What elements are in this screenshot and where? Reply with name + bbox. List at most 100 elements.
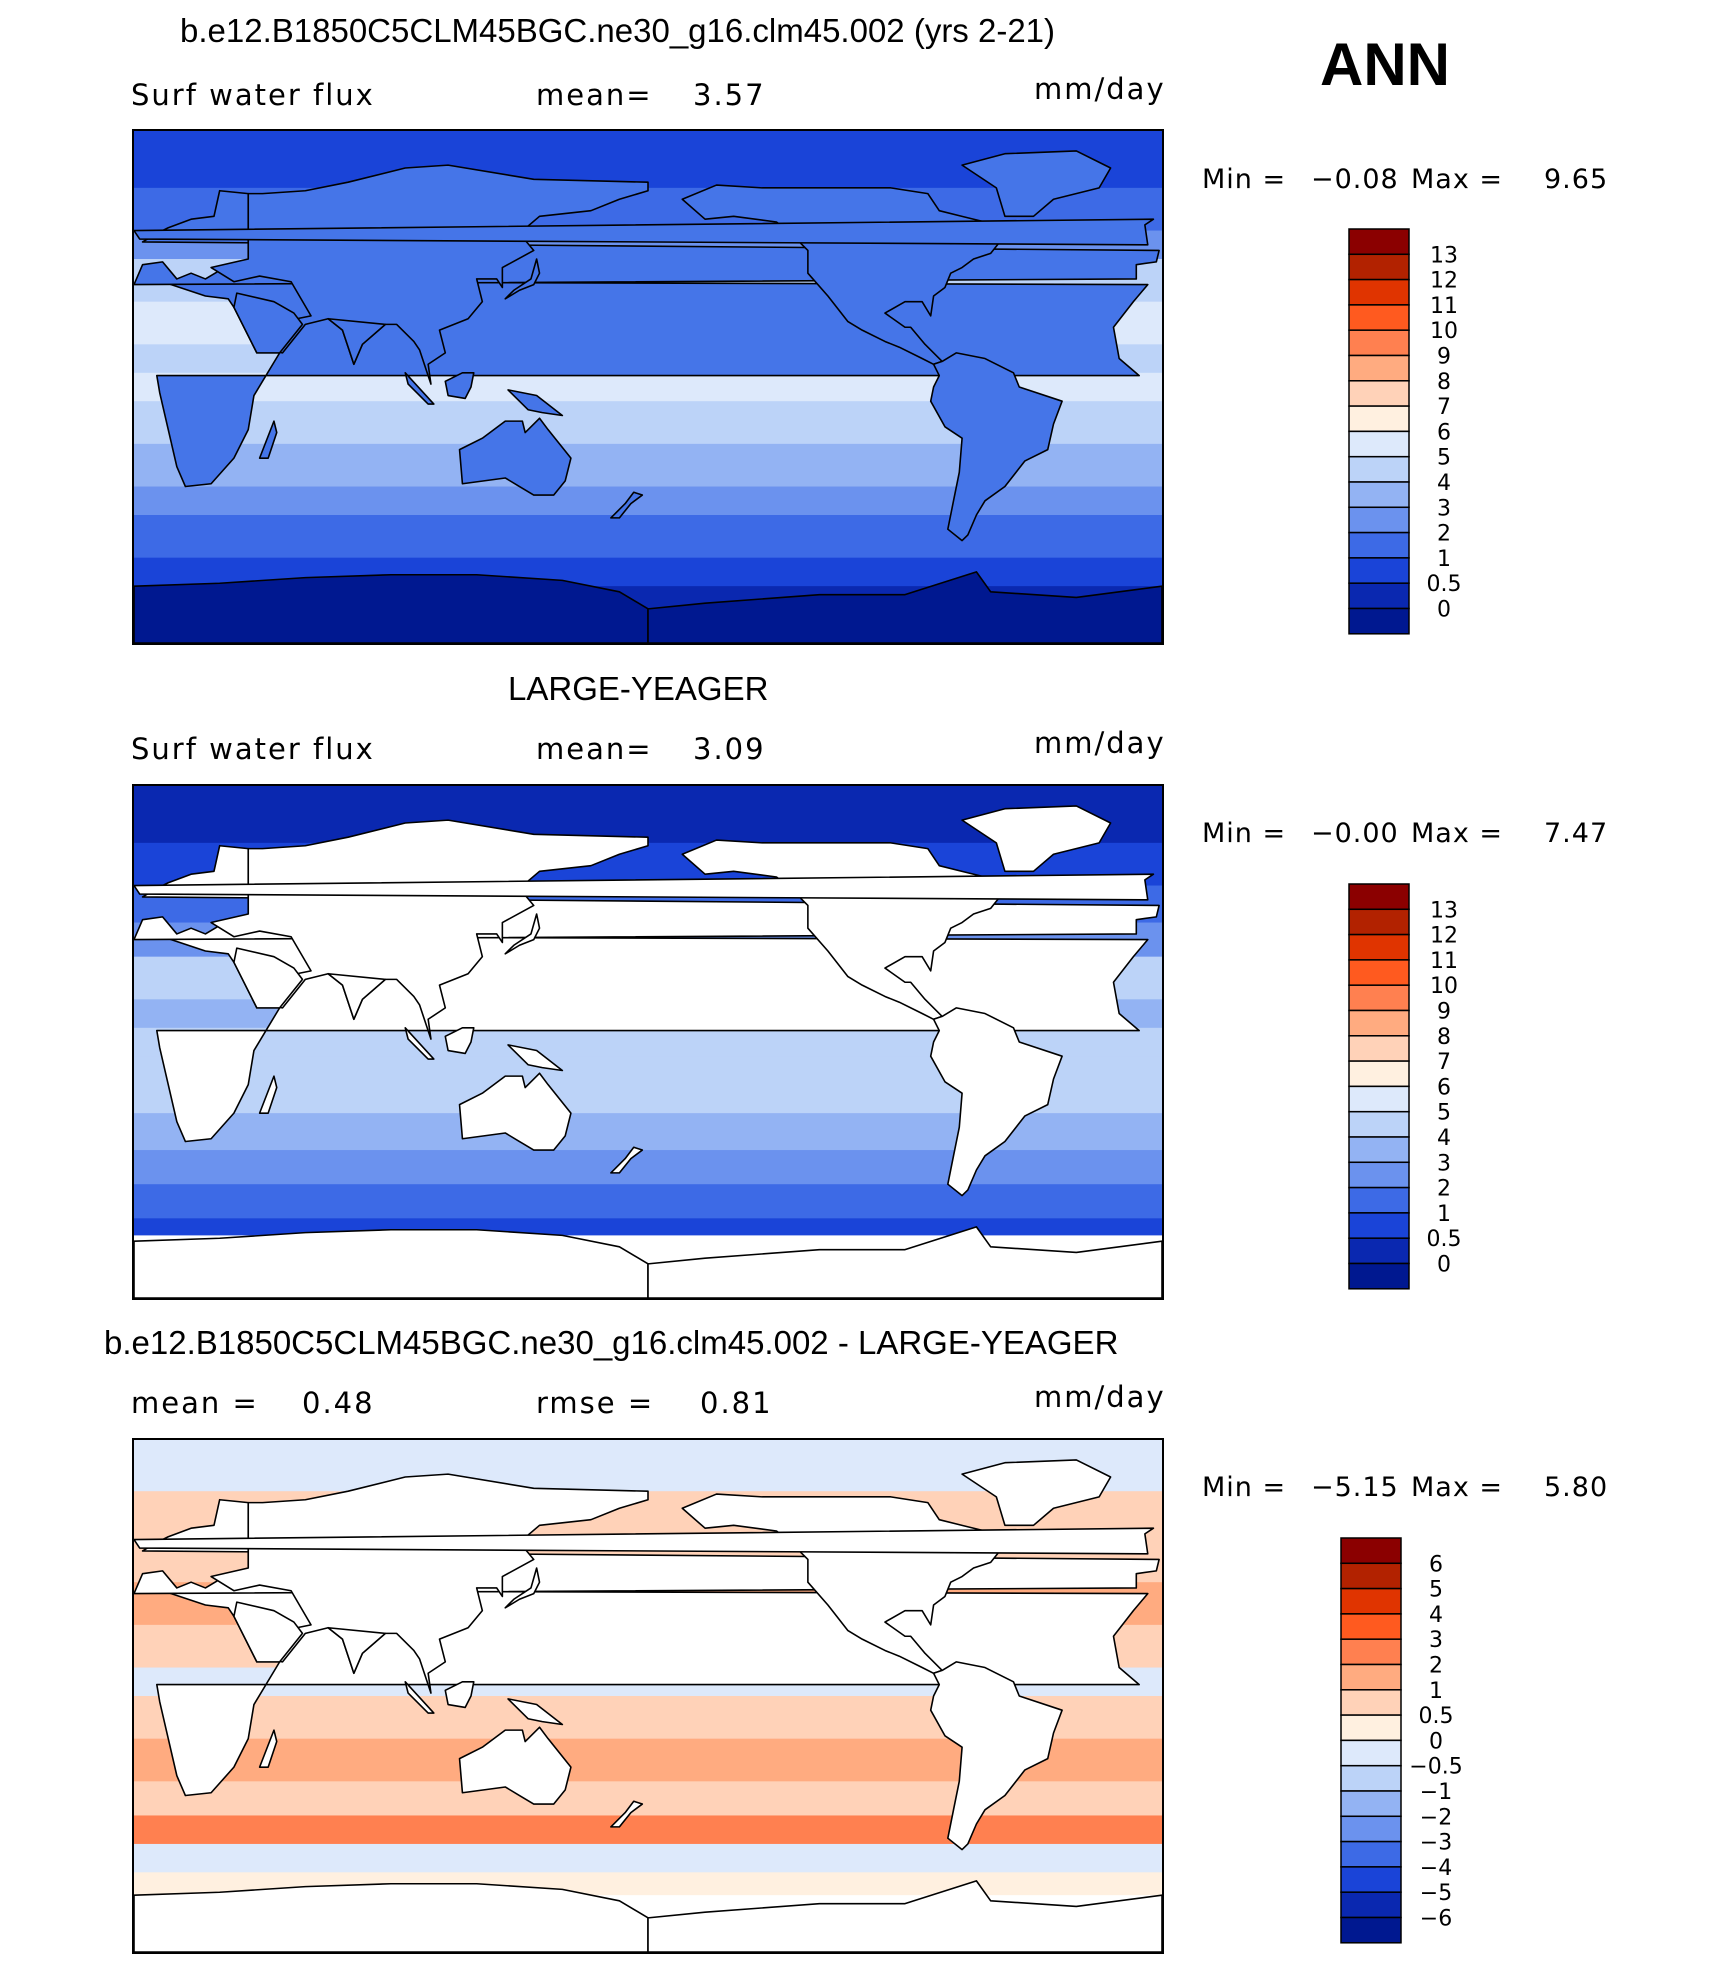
panel-1-coast-madagascar <box>258 420 278 459</box>
panel-3-colorbar-label-7: 0 <box>1429 1729 1443 1754</box>
panel-1-colorbar-box-0 <box>1348 228 1410 256</box>
panel-2-units: mm/day <box>1034 726 1166 760</box>
panel-2-colorbar-box-1 <box>1348 908 1410 936</box>
panel-3-colorbar-label-12: −4 <box>1420 1856 1452 1881</box>
panel-2-zone-9 <box>134 1150 1162 1185</box>
panel-1-mean-value: 3.57 <box>693 78 766 112</box>
panel-1-colorbar-box-5 <box>1348 354 1410 382</box>
panel-3-colorbar-box-3 <box>1340 1613 1402 1640</box>
panel-3-zone-9 <box>134 1815 1162 1845</box>
panel-1-colorbar-box-12 <box>1348 531 1410 559</box>
panel-3-zone-10 <box>134 1843 1162 1874</box>
panel-3-max-label: Max = <box>1411 1472 1504 1503</box>
panel-1-colorbar-label-6: 7 <box>1437 395 1451 420</box>
panel-3-min-value: −5.15 <box>1311 1472 1399 1503</box>
panel-2-colorbar: 13 12 11 10 9 8 7 6 5 4 3 2 1 0.5 0 <box>1348 883 1508 1292</box>
panel-3-colorbar-box-5 <box>1340 1663 1402 1691</box>
panel-3-map-svg <box>134 1440 1162 1952</box>
panel-1-zone-9 <box>134 486 1162 516</box>
panel-3-colorbar-label-0: 6 <box>1429 1552 1443 1577</box>
panel-1-coast-newguinea <box>507 389 564 417</box>
panel-1-max-value: 9.65 <box>1544 164 1609 195</box>
panel-3-coast-arabia <box>233 1601 304 1663</box>
panel-1-colorbar-label-12: 1 <box>1437 547 1451 572</box>
panel-2-colorbar-label-12: 1 <box>1437 1202 1451 1227</box>
panel-1-colorbar-box-4 <box>1348 329 1410 357</box>
panel-1-coast-japan <box>504 258 541 300</box>
panel-3-colorbar-box-10 <box>1340 1790 1402 1818</box>
panel-2-colorbar-label-10: 3 <box>1437 1151 1451 1176</box>
panel-3-coast-samerica <box>929 1661 1063 1851</box>
panel-1-coast-asia <box>210 164 649 385</box>
panel-2-coast-asia <box>210 819 649 1040</box>
panel-3-colorbar-box-4 <box>1340 1638 1402 1666</box>
panel-2-colorbar-box-5 <box>1348 1009 1410 1037</box>
panel-1-colorbar-box-10 <box>1348 481 1410 509</box>
panel-3-colorbar-label-4: 2 <box>1429 1654 1443 1679</box>
panel-3-coast-antarctica-w <box>647 1880 1162 1952</box>
panel-3-colorbar-label-2: 4 <box>1429 1603 1443 1628</box>
panel-3-coast-borneo <box>444 1681 475 1709</box>
panel-1-colorbar-box-1 <box>1348 253 1410 281</box>
panel-2-max-value: 7.47 <box>1544 818 1609 849</box>
panel-3-rmse-label: rmse = <box>536 1386 655 1420</box>
panel-3-title: b.e12.B1850C5CLM45BGC.ne30_g16.clm45.002… <box>104 1324 1119 1361</box>
panel-2-colorbar-box-9 <box>1348 1110 1410 1138</box>
panel-1-colorbar-label-1: 12 <box>1430 269 1458 294</box>
panel-2-colorbar-box-10 <box>1348 1136 1410 1164</box>
panel-3-coast-newguinea <box>507 1698 564 1726</box>
panel-1-coast-australia <box>458 417 572 496</box>
panel-2-colorbar-label-7: 6 <box>1437 1075 1451 1100</box>
panel-1-colorbar-box-9 <box>1348 455 1410 483</box>
panel-2-title: LARGE-YEAGER <box>508 670 769 707</box>
panel-1-coast-arabia <box>233 292 304 354</box>
panel-2-mean-label: mean= <box>536 732 653 766</box>
panel-2-map-svg <box>134 786 1162 1298</box>
panel-3-colorbar-label-5: 1 <box>1429 1679 1443 1704</box>
panel-1-colorbar-box-11 <box>1348 506 1410 534</box>
panel-3-colorbar-label-10: −2 <box>1420 1805 1452 1830</box>
panel-3-colorbar-label-11: −3 <box>1420 1831 1452 1856</box>
panel-3-rmse-value: 0.81 <box>700 1386 773 1420</box>
panel-1-colorbar-label-13: 0.5 <box>1427 572 1462 597</box>
panel-3-coast-uk <box>134 1527 1155 1555</box>
panel-2-coast-newguinea <box>507 1044 564 1072</box>
panel-2-colorbar-label-14: 0 <box>1437 1253 1451 1278</box>
panel-2-colorbar-label-1: 12 <box>1430 924 1458 949</box>
panel-1-title: b.e12.B1850C5CLM45BGC.ne30_g16.clm45.002… <box>180 12 1056 49</box>
panel-3-colorbar-box-15 <box>1340 1916 1402 1944</box>
panel-2-colorbar-box-14 <box>1348 1237 1410 1265</box>
panel-3-colorbar-label-6: 0.5 <box>1419 1704 1454 1729</box>
panel-1-map-svg <box>134 131 1162 643</box>
panel-2-coast-uk <box>134 873 1155 901</box>
panel-3-colorbar: 6 5 4 3 2 1 0.5 0 −0.5 −1 −2 −3 −4 −5 −6 <box>1340 1537 1500 1946</box>
panel-3-coast-antarctica <box>134 1882 649 1952</box>
panel-2-variable-label: Surf water flux <box>131 732 375 766</box>
panel-3-colorbar-label-8: −0.5 <box>1409 1755 1462 1780</box>
panel-2-colorbar-label-0: 13 <box>1430 898 1458 923</box>
panel-3-colorbar-label-13: −5 <box>1420 1881 1452 1906</box>
panel-2-map <box>132 784 1164 1300</box>
panel-3-colorbar-box-6 <box>1340 1689 1402 1716</box>
panel-2-colorbar-label-13: 0.5 <box>1427 1227 1462 1252</box>
panel-1-colorbar-box-2 <box>1348 278 1410 306</box>
panel-2-coast-greenland <box>961 805 1112 873</box>
panel-1-coast-antarctica <box>134 573 649 643</box>
panel-2-colorbar-label-8: 5 <box>1437 1101 1451 1126</box>
panel-3-colorbar-label-1: 5 <box>1429 1578 1443 1603</box>
panel-3-colorbar-box-9 <box>1340 1764 1402 1792</box>
panel-2-colorbar-label-11: 2 <box>1437 1177 1451 1202</box>
panel-3-colorbar-label-3: 3 <box>1429 1628 1443 1653</box>
panel-3-coast-asia <box>210 1473 649 1694</box>
panel-1-colorbar-box-7 <box>1348 405 1410 433</box>
panel-1-coast-uk <box>134 218 1155 246</box>
panel-1-colorbar-label-10: 3 <box>1437 496 1451 521</box>
panel-2-zone-10 <box>134 1184 1162 1219</box>
panel-1-min-value: −0.08 <box>1311 164 1399 195</box>
panel-3-colorbar-label-14: −6 <box>1420 1907 1452 1932</box>
panel-2-colorbar-box-6 <box>1348 1035 1410 1062</box>
panel-1-colorbar-box-13 <box>1348 557 1410 584</box>
